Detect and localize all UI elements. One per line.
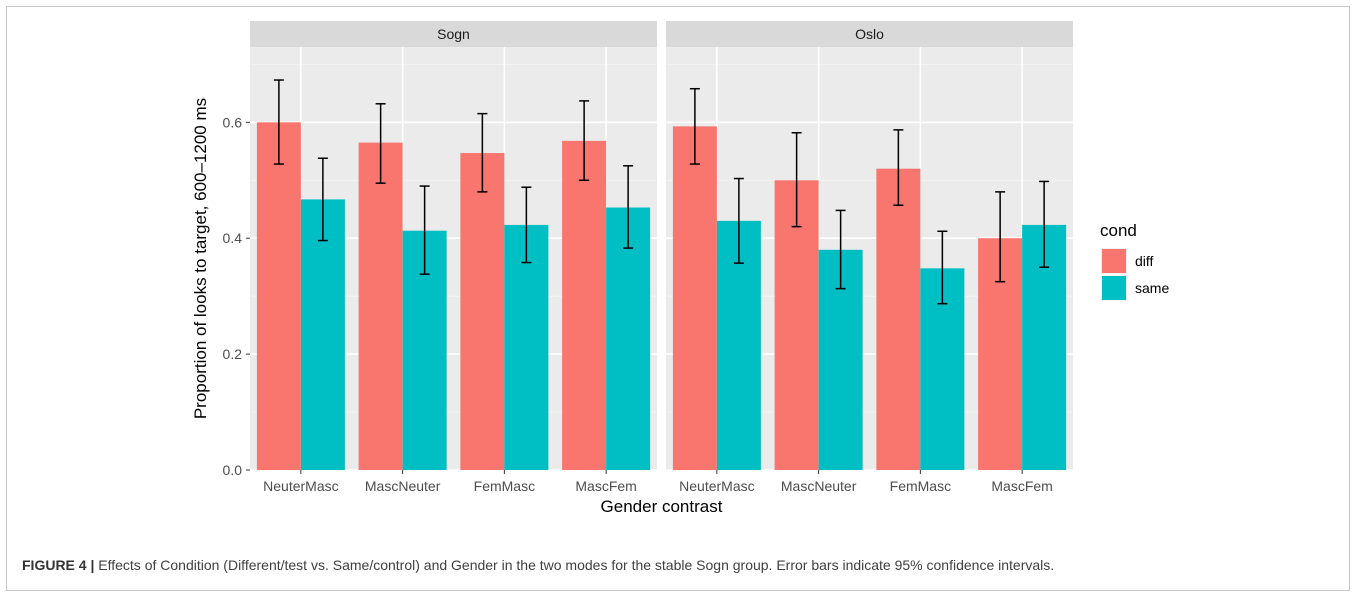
x-tick-label: FemMasc	[890, 478, 951, 494]
facet-label-oslo: Oslo	[855, 26, 884, 42]
figure-frame	[6, 6, 1350, 591]
x-tick-label: MascNeuter	[781, 478, 857, 494]
bar-sogn-femmasc-diff	[460, 153, 505, 470]
x-tick-label: MascFem	[575, 478, 636, 494]
facet-label-sogn: Sogn	[437, 26, 470, 42]
bar-sogn-mascfem-same	[606, 207, 651, 470]
x-axis-title: Gender contrast	[601, 497, 723, 516]
x-tick-label: NeuterMasc	[679, 478, 754, 494]
y-tick-label: 0.0	[223, 462, 243, 478]
caption-text: Effects of Condition (Different/test vs.…	[94, 557, 1055, 573]
bar-sogn-neutermasc-diff	[256, 122, 301, 470]
facet-strip-oslo	[666, 21, 1073, 47]
legend-title: cond	[1100, 221, 1137, 240]
legend-label-diff: diff	[1135, 253, 1154, 269]
x-tick-label: MascFem	[991, 478, 1052, 494]
figure-label: FIGURE 4 |	[22, 557, 95, 573]
figure-caption: FIGURE 4 | Effects of Condition (Differe…	[22, 555, 1322, 575]
bar-sogn-mascneuter-diff	[358, 142, 403, 470]
bar-oslo-neutermasc-diff	[672, 126, 717, 470]
legend-swatch-same	[1102, 276, 1126, 300]
y-tick-label: 0.2	[223, 346, 243, 362]
bar-sogn-mascfem-diff	[562, 140, 607, 471]
chart: Sogn NeuterMasc MascNeuter FemMasc MascFem Os…	[191, 21, 1169, 516]
bar-sogn-neutermasc-same	[300, 199, 345, 471]
y-axis-title: Proportion of looks to target, 600–1200 …	[191, 98, 210, 419]
legend-swatch-diff	[1102, 249, 1126, 273]
facet-strip-sogn	[250, 21, 657, 47]
x-tick-label: FemMasc	[474, 478, 535, 494]
x-tick-label: NeuterMasc	[263, 478, 338, 494]
bar-sogn-femmasc-same	[504, 224, 549, 470]
bar-oslo-femmasc-diff	[876, 168, 921, 470]
bar-oslo-mascneuter-diff	[774, 180, 819, 470]
x-tick-label: MascNeuter	[365, 478, 441, 494]
y-tick-label: 0.4	[223, 230, 243, 246]
legend-label-same: same	[1135, 280, 1169, 296]
y-tick-label: 0.6	[223, 114, 243, 130]
